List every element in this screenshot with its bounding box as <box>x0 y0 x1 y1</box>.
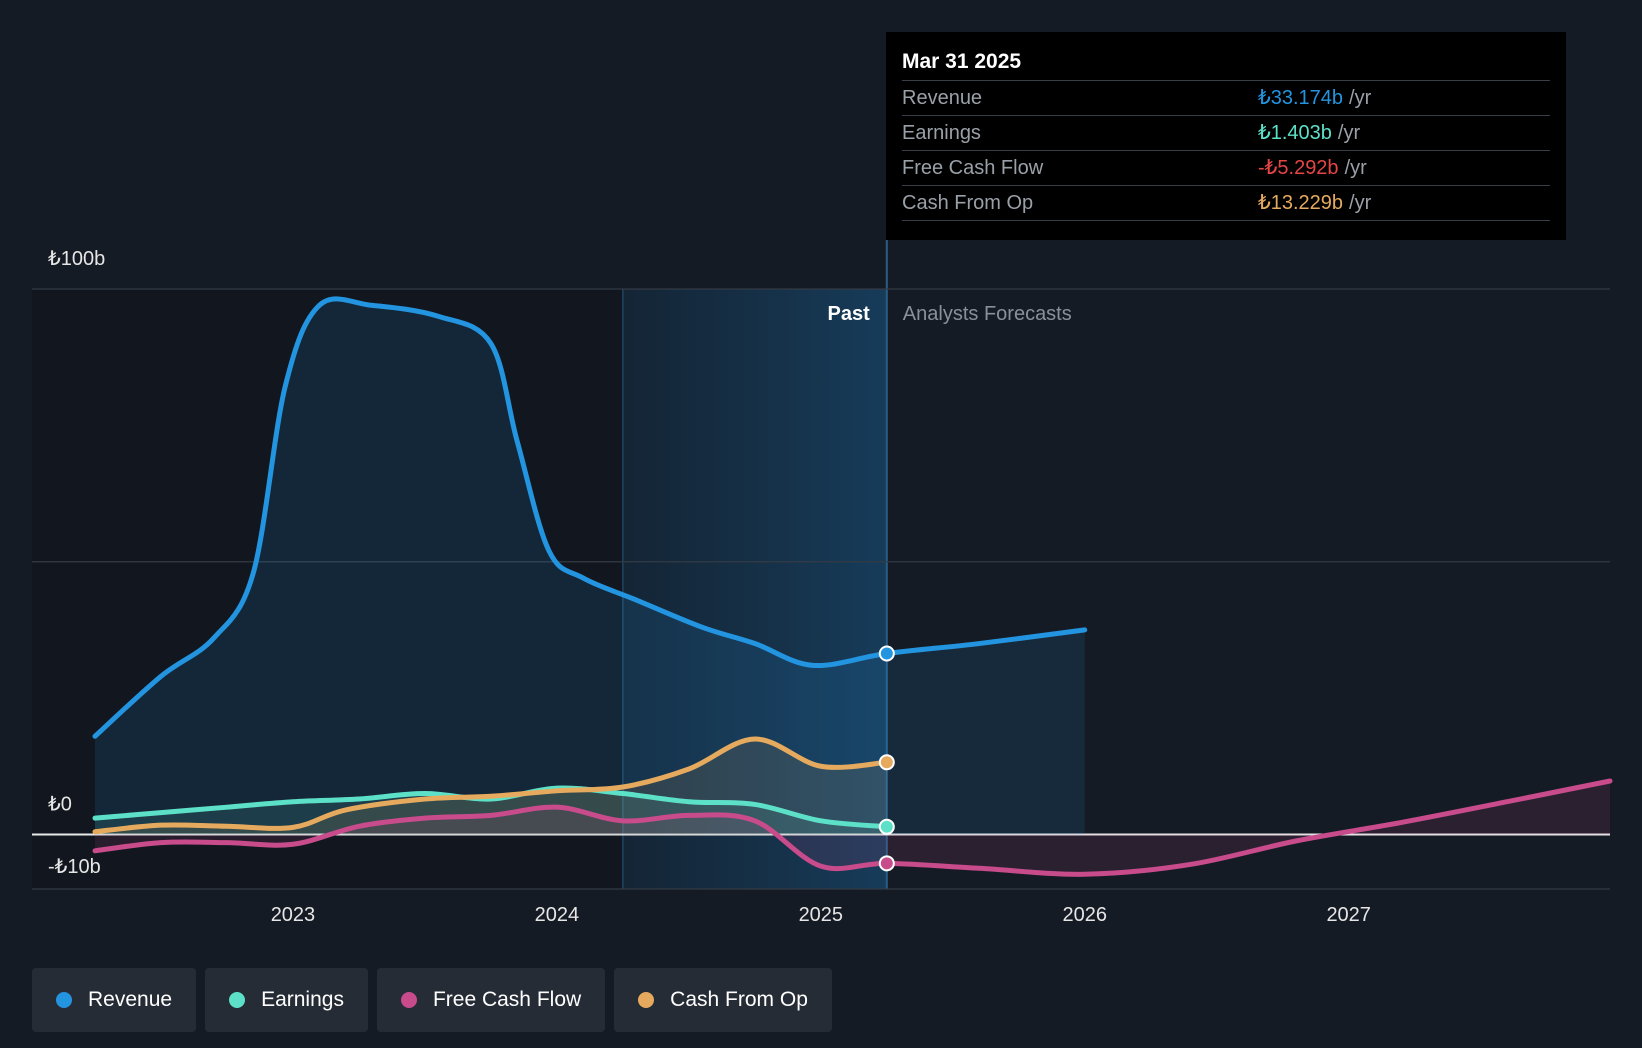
earnings-line <box>92 785 890 830</box>
tooltip-label: Free Cash Flow <box>902 157 1044 179</box>
tooltip-label: Cash From Op <box>902 192 1034 214</box>
tooltip-value: -₺5.292b <box>1258 157 1339 179</box>
cash-from-op-marker <box>878 754 895 771</box>
tooltip-unit: /yr <box>1349 87 1372 109</box>
x-tick-label: 2023 <box>271 904 316 926</box>
legend-label: Revenue <box>88 988 173 1011</box>
tooltip-label: Earnings <box>902 122 981 144</box>
legend-label: Cash From Op <box>670 988 808 1011</box>
legend-item-revenue[interactable]: Revenue <box>32 968 197 1032</box>
tooltip-row-cash-from-op: Cash From Op ₺13.229b /yr <box>902 186 1550 221</box>
free-cash-flow-line <box>92 778 1613 877</box>
legend-label: Earnings <box>261 988 344 1011</box>
free-cash-flow-marker <box>878 855 895 872</box>
x-tick-label: 2026 <box>1063 904 1108 926</box>
earnings-marker <box>878 818 895 835</box>
y-tick-label: -₺10b <box>48 856 101 878</box>
legend-item-cash-from-op[interactable]: Cash From Op <box>614 968 832 1032</box>
legend-dot-icon <box>56 992 72 1008</box>
tooltip-row-revenue: Revenue ₺33.174b /yr <box>902 81 1550 116</box>
tooltip-row-earnings: Earnings ₺1.403b /yr <box>902 116 1550 151</box>
tooltip-unit: /yr <box>1337 122 1361 144</box>
legend: Revenue Earnings Free Cash Flow Cash Fro… <box>32 968 832 1032</box>
legend-label: Free Cash Flow <box>432 988 582 1011</box>
highlight-region <box>622 289 887 889</box>
tooltip-value: ₺1.403b <box>1258 122 1332 144</box>
tooltip-unit: /yr <box>1344 157 1367 179</box>
x-tick-label: 2025 <box>799 904 844 926</box>
tooltip-value: ₺13.229b <box>1258 192 1344 214</box>
tooltip-label: Revenue <box>902 87 983 109</box>
legend-dot-icon <box>638 992 655 1008</box>
legend-item-earnings[interactable]: Earnings <box>205 968 368 1032</box>
legend-dot-icon <box>229 992 246 1008</box>
legend-item-free-cash-flow[interactable]: Free Cash Flow <box>376 968 606 1032</box>
x-tick-label: 2024 <box>535 904 580 926</box>
tooltip-value: ₺33.174b <box>1258 87 1344 109</box>
revenue-area <box>95 298 1085 835</box>
y-tick-label: ₺0 <box>48 793 72 815</box>
tooltip-unit: /yr <box>1349 192 1372 214</box>
legend-dot-icon <box>400 992 417 1008</box>
tooltip-row-free-cash-flow: Free Cash Flow -₺5.292b /yr <box>902 151 1550 186</box>
cash-from-op-area <box>95 738 887 835</box>
revenue-marker <box>878 645 895 662</box>
forecast-label: Analysts Forecasts <box>903 303 1072 325</box>
cash-from-op-line <box>92 736 890 835</box>
free-cash-flow-area <box>95 781 1610 875</box>
past-label: Past <box>828 303 871 325</box>
revenue-line <box>92 296 1088 739</box>
earnings-area <box>95 787 887 835</box>
tooltip: Mar 31 2025 Revenue ₺33.174b /yr Earning… <box>886 32 1566 240</box>
tooltip-date: Mar 31 2025 <box>902 44 1550 81</box>
x-tick-label: 2027 <box>1326 904 1371 926</box>
y-tick-label: ₺100b <box>48 248 105 270</box>
